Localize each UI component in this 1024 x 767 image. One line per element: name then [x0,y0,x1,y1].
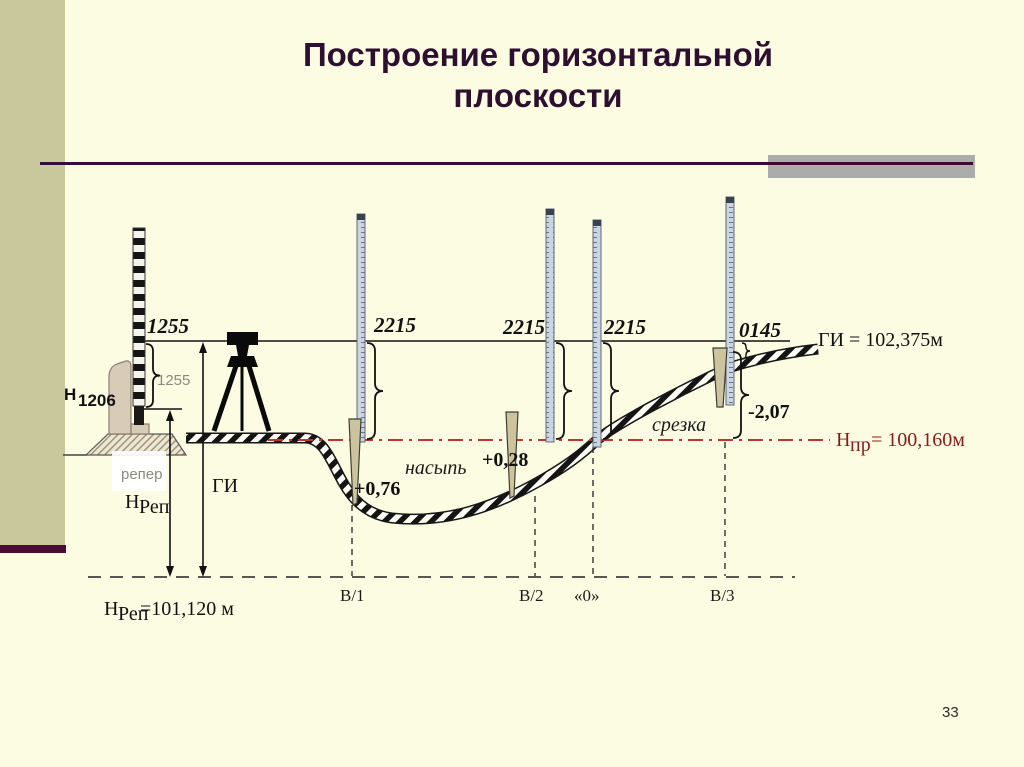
h-pr-value: = 100,160м [871,429,965,451]
reading-benchmark: 1255 [147,314,189,338]
staff-b3 [725,196,735,406]
fill-value-b2: +0,28 [482,449,528,471]
level-instrument [211,332,272,432]
h-rep-label-sub: Реп [139,496,170,518]
gi-label: ГИ [212,475,238,497]
station-label-b3: В/3 [710,586,735,605]
gi-value: ГИ = 102,375м [818,329,943,351]
h-rep-arrow [166,410,174,577]
station-label-b2: В/2 [519,586,544,605]
dimension-braces [145,342,751,440]
title-line-1: Построение горизонтальной [302,36,774,73]
page-number: 33 [942,704,959,721]
title-rule-box [768,155,975,178]
benchmark-reading-note: 1255 [157,372,190,389]
h-rep-label: Н [125,491,139,513]
benchmark-step [130,423,150,435]
benchmark-name-label: репер [121,466,163,483]
brace-b2-reading [555,342,573,440]
reading-b3: 0145 [739,318,781,342]
h-pr-label: Н [836,429,850,451]
station-label-b1: В/1 [340,586,365,605]
tripod-leg-left [211,365,239,432]
title-line-2: плоскости [453,77,623,115]
reading-b1: 2215 [373,313,416,337]
benchmark-column [108,360,132,435]
h-rep-value-label: Н [104,598,118,620]
h-rep-value-sub: Реп [118,603,149,625]
level-neck [236,345,249,356]
gi-arrow [199,342,207,577]
tripod-leg-right [246,365,272,432]
arrowhead-down [166,566,174,577]
cut-value-b3: -2,07 [748,401,790,423]
arrowhead-up [166,410,174,421]
fill-value-b1: +0,76 [354,478,400,500]
level-telescope [227,332,258,345]
peg-b3 [712,347,728,408]
h-pr-label-sub: пр [850,434,871,456]
peg-b2 [505,411,519,499]
fill-zone-label: насыпь [405,457,466,479]
staff-benchmark-base [134,406,144,425]
title-rule-line [40,162,973,165]
brace-b3-cut [732,351,750,439]
brace-benchmark-reading [145,343,161,408]
staff-b1 [356,213,366,443]
peg-b1 [348,418,362,506]
brace-b1-reading [366,342,384,440]
sidebar-accent-bar [0,545,66,553]
benchmark-mark-label: Н [64,385,76,404]
reading-b2: 2215 [502,315,545,339]
page-title: Построение горизонтальной плоскости [70,34,1006,117]
arrowhead-down [199,566,207,577]
staff-b2 [545,208,555,443]
cut-zone-label: срезка [652,414,706,436]
reading-zero: 2215 [603,315,646,339]
staff-benchmark [132,227,146,425]
brace-zero-reading [602,342,620,440]
benchmark-label-box [112,451,166,491]
sidebar-bar [0,0,65,551]
benchmark-mark-sub: 1206 [78,391,116,410]
staff-zero [592,219,602,448]
brace-b3-reading [741,342,751,360]
station-label-zero: «0» [574,586,600,605]
arrowhead-up [199,342,207,353]
benchmark-monument [108,360,150,435]
level-base [227,356,258,367]
h-rep-value-rest: =101,120 м [140,598,234,620]
